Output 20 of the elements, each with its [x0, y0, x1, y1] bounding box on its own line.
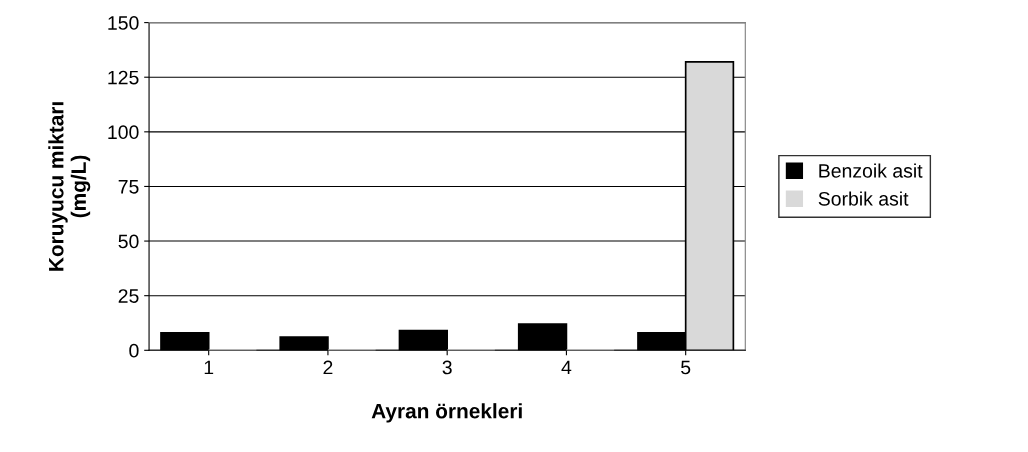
bar — [517, 323, 568, 351]
x-axis-title: Ayran örnekleri — [371, 403, 522, 423]
bar — [279, 336, 329, 351]
x-tick-label: 2 — [323, 360, 333, 375]
y-tick-label: 75 — [118, 180, 139, 194]
x-tick-label: 3 — [442, 360, 452, 375]
y-tick-label: 25 — [118, 289, 139, 303]
bar — [160, 331, 210, 351]
x-tick-label: 4 — [561, 360, 572, 375]
y-axis-title: Koruyucu miktarı (mg/L) — [48, 102, 91, 271]
y-tick-label: 125 — [108, 70, 139, 85]
y-tick-label: 0 — [129, 343, 139, 358]
x-tick-label: 5 — [681, 360, 691, 375]
y-tick-label: 100 — [108, 125, 139, 140]
legend-label: Sorbik asit — [818, 191, 909, 206]
bar — [398, 329, 449, 351]
legend-label: Benzoik asit — [819, 163, 923, 178]
x-tick-label: 1 — [204, 360, 214, 375]
y-tick-label: 50 — [118, 234, 139, 249]
y-tick-label: 150 — [108, 16, 139, 30]
